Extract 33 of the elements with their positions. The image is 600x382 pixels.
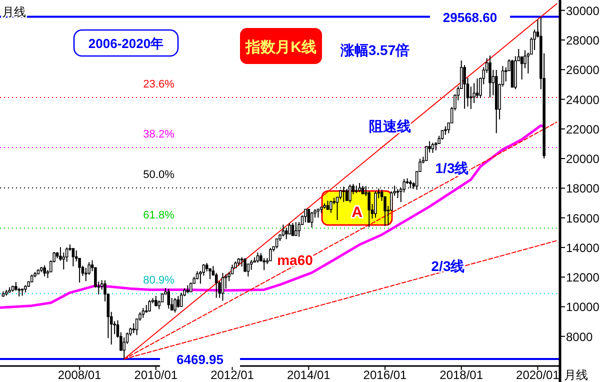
x-tick-label: 2018/01 bbox=[440, 368, 484, 382]
x-tick-label: 2008/01 bbox=[58, 368, 102, 382]
x-tick-label: 2016/01 bbox=[363, 368, 408, 382]
y-tick-label: 12000 bbox=[566, 270, 600, 285]
x-tick-label: 2010/01 bbox=[134, 368, 178, 382]
y-tick-label: 26000 bbox=[566, 63, 600, 78]
annotation: 50.0% bbox=[143, 168, 175, 181]
y-tick-label: 20000 bbox=[566, 152, 600, 166]
annotation: 80.9% bbox=[143, 274, 175, 287]
y-tick-label: 14000 bbox=[566, 240, 600, 255]
y-tick-label: 18000 bbox=[566, 182, 600, 196]
ref-line-label: 6469.95 bbox=[176, 352, 224, 368]
ref-line-label: 29568.60 bbox=[442, 10, 498, 25]
annotation: 1/3线 bbox=[435, 160, 469, 176]
x-tick-label: 2012/01 bbox=[210, 368, 254, 382]
x-tick-label: 2020/01 bbox=[516, 368, 560, 382]
y-tick-label: 28000 bbox=[566, 34, 600, 48]
y-tick-label: 10000 bbox=[566, 300, 600, 314]
y-tick-label: 16000 bbox=[566, 211, 600, 226]
annotation: 61.8% bbox=[143, 209, 175, 222]
y-tick-label: 24000 bbox=[566, 92, 600, 107]
y-tick-label: 22000 bbox=[566, 122, 600, 136]
annotation: 23.6% bbox=[143, 78, 175, 91]
y-axis-title: 月线 bbox=[2, 5, 26, 19]
text: 指数月K线 bbox=[244, 39, 316, 56]
annotation: 涨幅3.57倍 bbox=[339, 42, 410, 58]
text: 2006-2020年 bbox=[88, 36, 164, 51]
annotation: 38.2% bbox=[143, 128, 175, 141]
annotation: A bbox=[352, 204, 363, 221]
y-tick-label: 8000 bbox=[566, 330, 594, 344]
x-axis-title: 月线 bbox=[564, 368, 588, 382]
x-tick-label: 2014/01 bbox=[286, 368, 331, 382]
y-tick-label: 30000 bbox=[566, 4, 600, 18]
